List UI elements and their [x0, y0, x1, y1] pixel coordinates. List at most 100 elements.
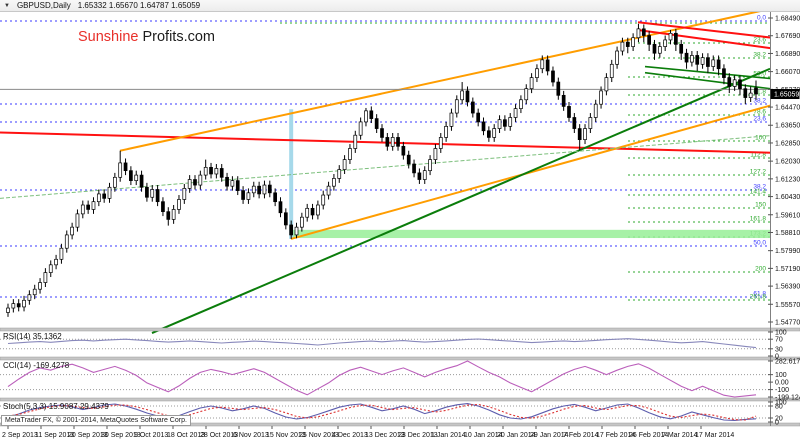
- candle-body: [139, 174, 144, 188]
- candle-body: [326, 185, 331, 196]
- candle-body: [396, 137, 400, 147]
- time-axis-label: 30 Sep 2013: [101, 432, 141, 439]
- candle-body: [674, 32, 678, 45]
- candle-body: [754, 87, 758, 95]
- trendline-green-dashed-diagonal: [0, 135, 771, 199]
- time-axis-label: 13 Dec 2013: [365, 432, 405, 439]
- price-axis-label: 1.61230: [775, 176, 800, 183]
- candle-body: [684, 52, 689, 63]
- candles: [6, 23, 758, 317]
- candle-body: [209, 166, 213, 175]
- candle-body: [519, 99, 523, 109]
- candle-body: [182, 188, 187, 200]
- time-axis-label: 7 Mar 2014: [662, 432, 698, 439]
- candle-body: [107, 186, 112, 199]
- candle-body: [6, 307, 10, 313]
- candle-body: [593, 103, 598, 118]
- chart-title-bar[interactable]: ▼ GBPUSD,Daily 1.65332 1.65670 1.64787 1…: [0, 0, 800, 12]
- svg-text:61.8: 61.8: [753, 291, 766, 298]
- time-axis-label: 9 Oct 2013: [134, 432, 168, 439]
- candle-body: [657, 46, 662, 54]
- candle-body: [444, 125, 448, 138]
- candle-body: [652, 44, 657, 54]
- indicator-scale-label: 70: [775, 337, 783, 344]
- candle-body: [732, 79, 737, 87]
- candle-body: [513, 108, 518, 118]
- svg-text:200: 200: [755, 265, 766, 272]
- candle-body: [588, 117, 593, 129]
- candle-body: [503, 119, 507, 127]
- candle-body: [11, 303, 16, 309]
- candle-body: [679, 44, 684, 54]
- time-axis-label: 2 Sep 2013: [2, 432, 38, 439]
- candle-body: [454, 99, 459, 114]
- svg-text:127.2: 127.2: [750, 169, 767, 176]
- candle-body: [70, 226, 74, 236]
- candle-body: [251, 185, 256, 194]
- candle-body: [300, 216, 304, 228]
- candle-body: [214, 168, 219, 175]
- svg-text:61.8: 61.8: [753, 88, 766, 95]
- time-axis-label: 18 Oct 2013: [167, 432, 205, 439]
- candle-body: [615, 50, 619, 65]
- candle-body: [161, 201, 165, 213]
- candle-body: [599, 90, 603, 105]
- candle-body: [102, 193, 107, 199]
- candle-body: [134, 174, 139, 181]
- trendline-red-declining-upper: [637, 21, 773, 39]
- candle-body: [460, 90, 464, 101]
- candle-body: [289, 224, 294, 236]
- indicator-scale-label: 100: [775, 400, 787, 407]
- symbol-dropdown-icon[interactable]: ▼: [4, 2, 10, 9]
- candle-body: [27, 294, 32, 301]
- candle-body: [412, 163, 416, 174]
- candle-body: [380, 128, 384, 138]
- candle-body: [631, 37, 635, 47]
- current-price-label: 1.65059: [774, 92, 799, 99]
- candle-body: [545, 59, 550, 72]
- candle-body: [620, 41, 625, 52]
- candle-body: [241, 190, 245, 200]
- trendline-red-declining-lower: [637, 28, 773, 50]
- candle-body: [48, 264, 53, 273]
- price-axis-label: 1.59610: [775, 212, 800, 219]
- candle-body: [641, 28, 646, 36]
- svg-text:261.8: 261.8: [750, 293, 767, 300]
- watermark: Sunshine Profits.com: [78, 29, 215, 45]
- candle-body: [524, 88, 529, 101]
- price-axis-label: 1.56390: [775, 284, 800, 291]
- candle-body: [406, 154, 411, 165]
- series-stoch-signal: [7, 403, 757, 421]
- time-axis-label: 20 Jan 2014: [497, 432, 536, 439]
- candle-body: [316, 204, 320, 216]
- price-axis-label: 1.55570: [775, 302, 800, 309]
- indicator-scale-label: -100: [775, 387, 789, 394]
- trendline-green-wedge-lower: [644, 71, 773, 90]
- candle-body: [722, 68, 726, 78]
- candle-body: [727, 77, 732, 87]
- candle-body: [487, 130, 491, 138]
- candle-body: [422, 170, 427, 180]
- price-axis-label: 1.66890: [775, 51, 800, 58]
- platform-credit: MetaTrader FX, © 2001-2014, MetaQuotes S…: [1, 415, 191, 426]
- candle-body: [118, 162, 123, 178]
- candle-body: [433, 148, 438, 160]
- candle-body: [257, 185, 261, 195]
- candle-body: [129, 170, 133, 181]
- candle-body: [342, 159, 347, 170]
- candle-body: [417, 172, 422, 180]
- time-axis-label: 25 Nov 2013: [299, 432, 339, 439]
- candle-body: [476, 112, 481, 123]
- indicator-scale-label: -199.1243: [775, 395, 800, 402]
- svg-text:38.2: 38.2: [753, 97, 766, 104]
- candle-body: [150, 189, 155, 198]
- candle-body: [75, 213, 80, 228]
- candle-body: [663, 39, 668, 47]
- candle-body: [198, 174, 203, 186]
- time-axis-label: 1 Jan 2014: [431, 432, 466, 439]
- indicator-scale-label: 20: [775, 416, 783, 423]
- time-axis-label: 29 Jan 2014: [530, 432, 569, 439]
